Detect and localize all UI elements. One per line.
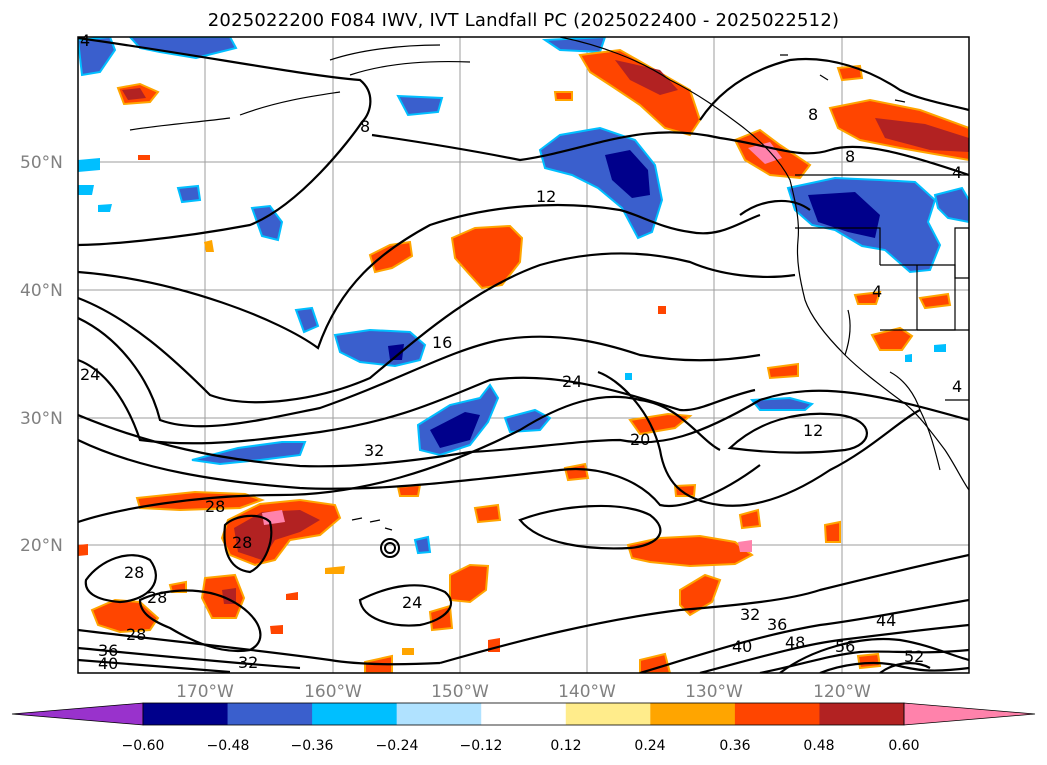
lon-label: 120°W [813,682,871,702]
lon-label: 170°W [176,682,234,702]
map-title: 2025022200 F084 IWV, IVT Landfall PC (20… [207,10,840,31]
contour-label: 32 [238,653,258,672]
contour-label: 4 [80,31,90,50]
lon-label: 150°W [431,682,489,702]
contour-label: 20 [630,430,650,449]
colorbar-tick-label: 0.36 [719,738,750,754]
contour-label: 28 [126,625,146,644]
contour-label: 36 [98,641,118,660]
contour-label: 4 [872,282,882,301]
negative-anomaly-patches [78,37,969,555]
lon-label: 160°W [304,682,362,702]
contour-label: 12 [536,187,556,206]
colorbar-tick-label: 0.12 [550,738,581,754]
contour-label: 28 [147,588,167,607]
latitude-labels: 50°N 40°N 30°N 20°N [20,153,63,556]
iwv-contours [78,37,969,673]
colorbar-segment [565,703,651,725]
lat-label: 20°N [20,536,63,556]
contour-label: 4 [952,163,962,182]
colorbar-segment [819,703,905,725]
contour-label: 40 [98,654,118,673]
lat-label: 40°N [20,281,63,301]
contour-label: 40 [732,637,752,656]
colorbar-tick-labels: −0.60 −0.48 −0.36 −0.24 −0.12 0.12 0.24 … [122,738,920,754]
contour-label: 52 [904,647,924,666]
lon-label: 140°W [558,682,616,702]
colorbar-tick-label: −0.12 [460,738,503,754]
positive-anomaly-patches [78,48,969,673]
colorbar-segment [227,703,313,725]
contour-label: 24 [402,593,422,612]
colorbar-tick-label: −0.60 [122,738,165,754]
contour-label: 32 [740,605,760,624]
contour-label: 56 [835,637,855,656]
contour-label: 8 [808,105,818,124]
contour-label: 28 [232,533,252,552]
contour-label: 4 [952,377,962,396]
contour-labels: 8 8 8 12 12 16 24 24 24 20 32 28 28 28 2… [80,31,962,673]
colorbar-tick-label: −0.24 [376,738,419,754]
colorbar-segment [396,703,482,725]
colorbar-tick-label: −0.36 [291,738,334,754]
contour-label: 8 [845,147,855,166]
colorbar-frame [142,702,905,726]
gridlines [78,37,969,673]
colorbar-extend-high [903,702,1036,726]
colorbar [11,702,1036,726]
lat-label: 30°N [20,409,63,429]
colorbar-tick-label: −0.48 [207,738,250,754]
contour-label: 16 [432,333,452,352]
contour-label: 44 [876,611,896,630]
map-background [78,37,969,673]
contour-label: 32 [364,441,384,460]
map-frame [77,36,970,674]
longitude-labels: 170°W 160°W 150°W 140°W 130°W 120°W [176,682,871,702]
contour-label: 12 [803,421,823,440]
colorbar-extend-low [11,702,144,726]
contour-label: 24 [562,372,582,391]
contour-label: 24 [80,365,100,384]
colorbar-segment [650,703,736,725]
contour-label: 8 [360,117,370,136]
colorbar-tick-label: 0.60 [888,738,919,754]
lon-label: 130°W [685,682,743,702]
contour-label: 48 [785,633,805,652]
contour-label: 36 [767,615,787,634]
hawaii-island [380,538,400,558]
colorbar-segment [312,703,398,725]
colorbar-tick-label: 0.24 [634,738,665,754]
lat-label: 50°N [20,153,63,173]
colorbar-segment [481,703,567,725]
colorbar-tick-label: 0.48 [803,738,834,754]
coastlines [129,37,969,531]
contour-label: 28 [205,497,225,516]
colorbar-segment [734,703,820,725]
contour-label: 28 [124,563,144,582]
colorbar-segment [143,703,229,725]
